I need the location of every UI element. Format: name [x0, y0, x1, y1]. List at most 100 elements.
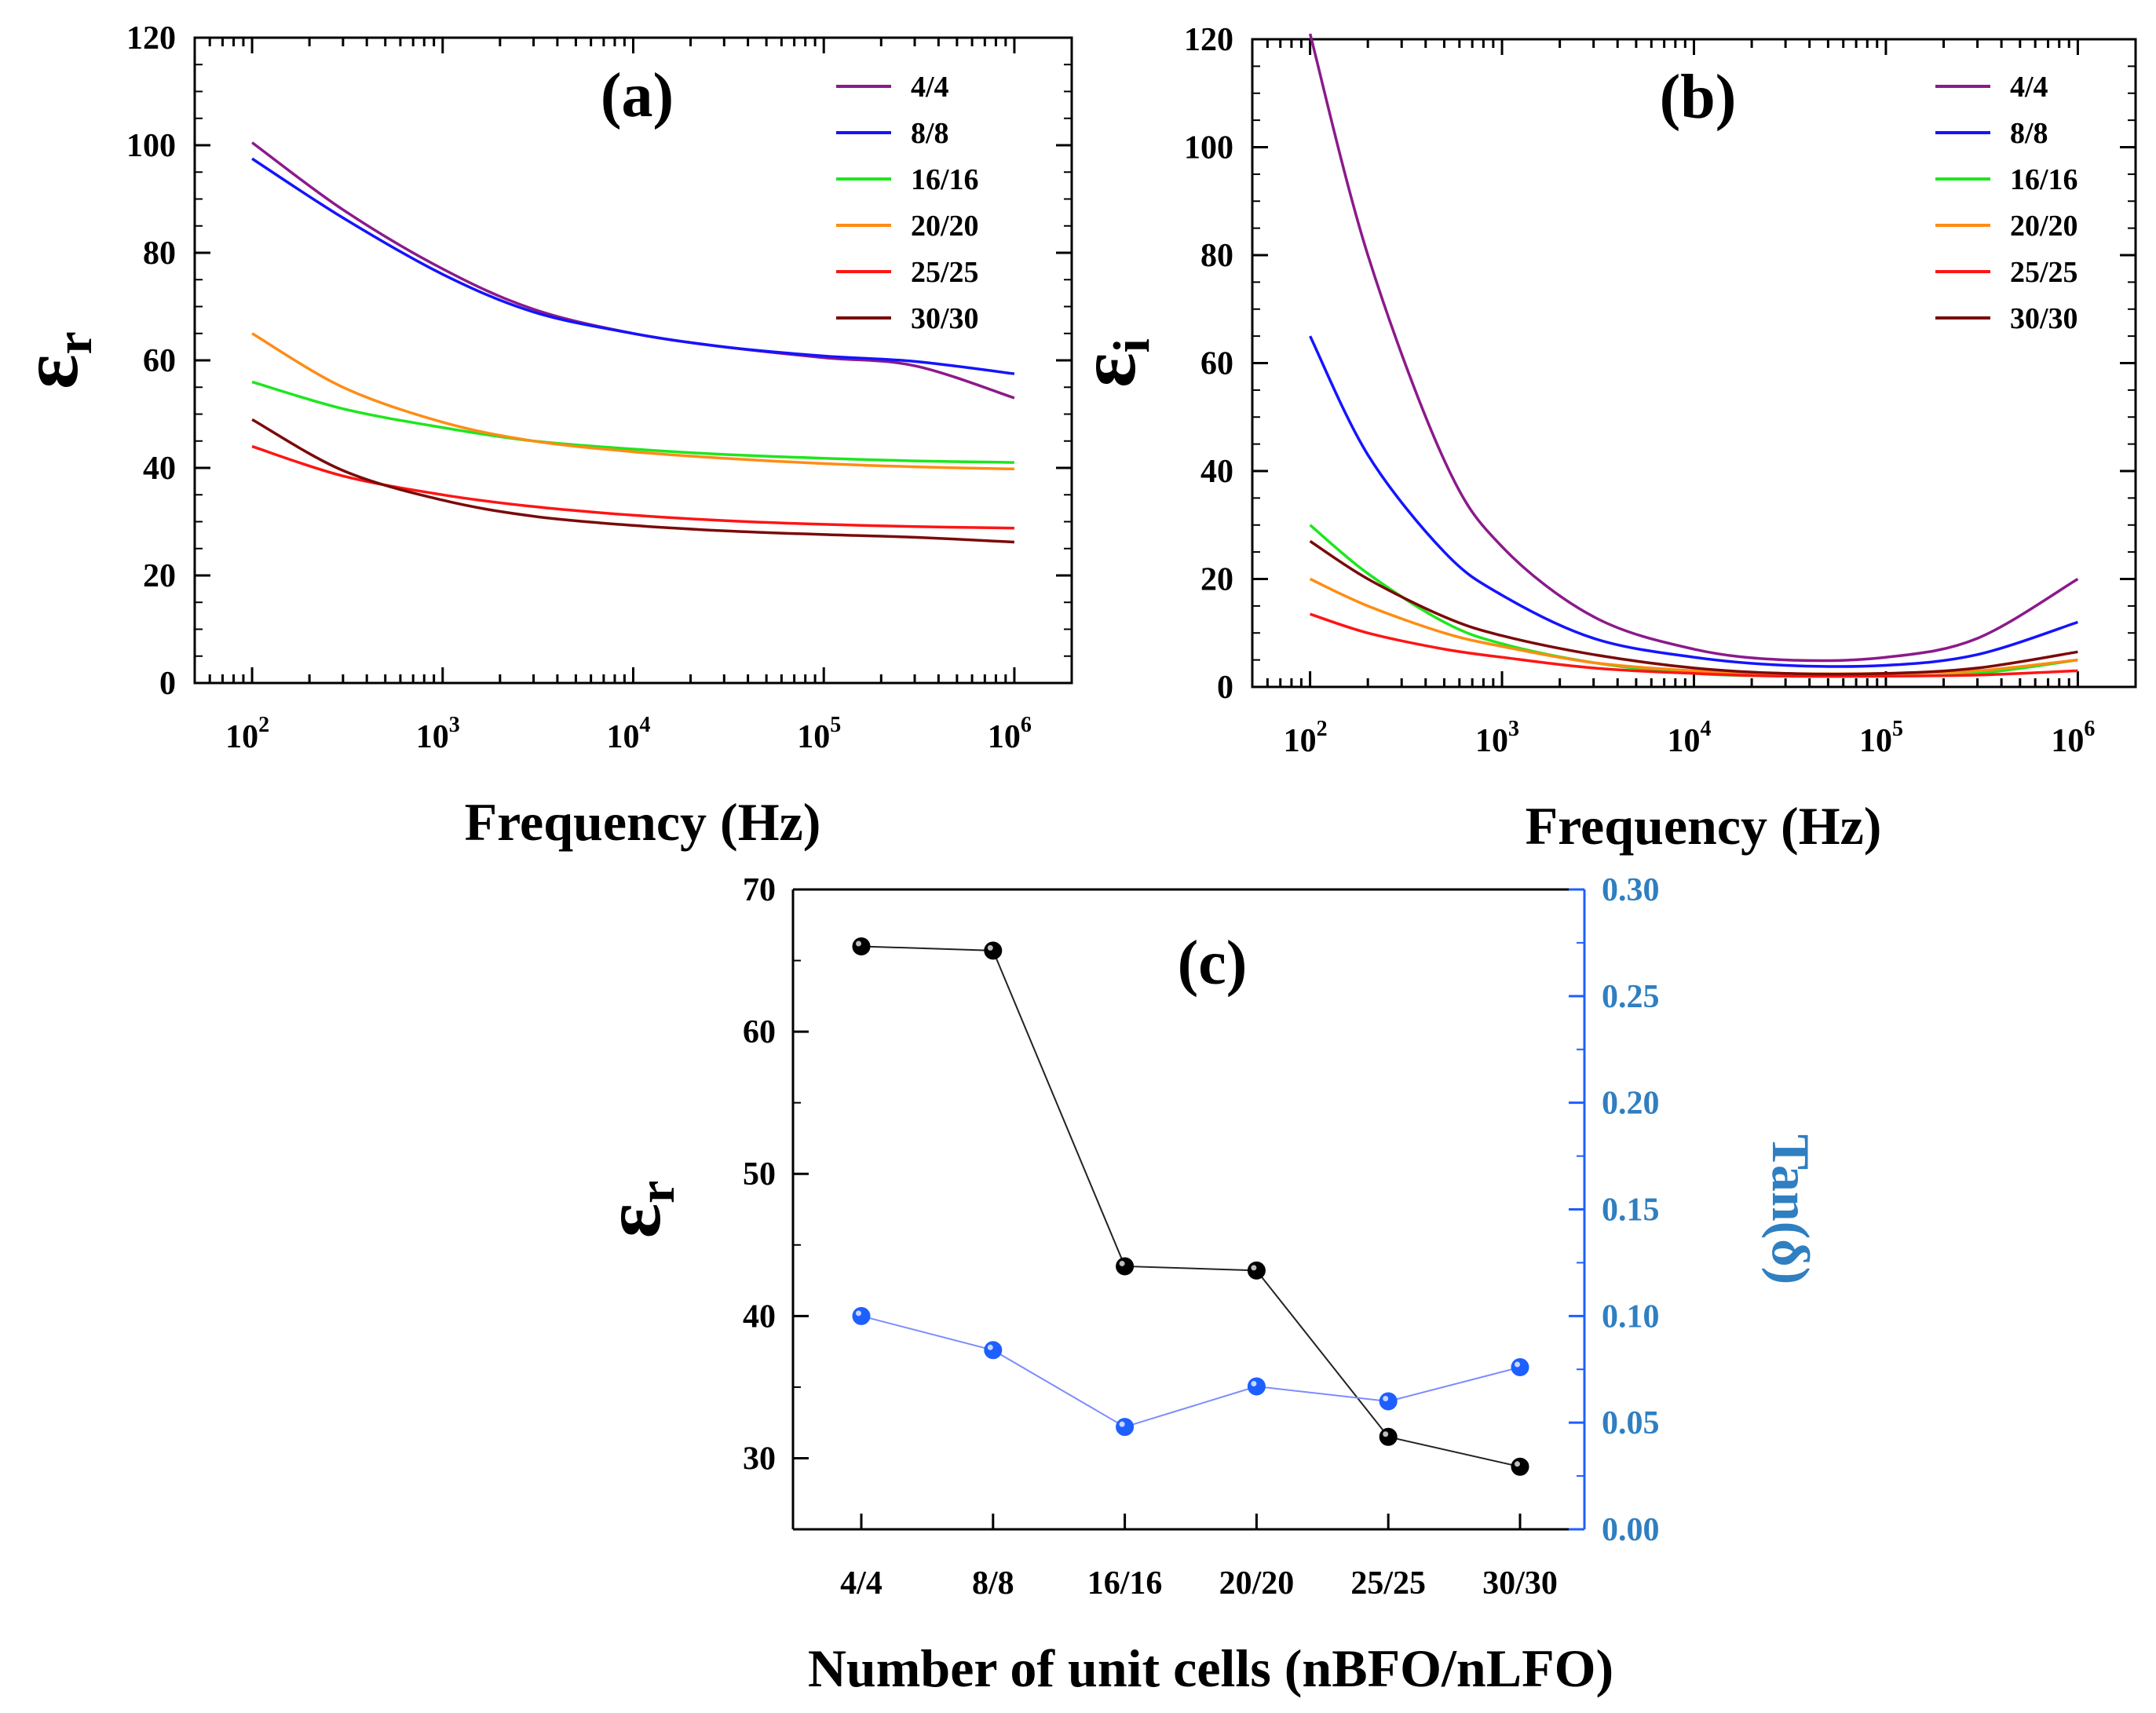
x-tick-base: 10	[988, 719, 1021, 755]
point-highlight	[1383, 1431, 1389, 1437]
right-tick-label: 0.05	[1602, 1405, 1660, 1441]
x-tick-base: 10	[2051, 723, 2084, 759]
y-tick-label: 20	[143, 558, 176, 594]
series-line-16-16	[1309, 524, 2078, 678]
x-tick-label: 30/30	[1482, 1565, 1558, 1602]
er-point-25-25	[1379, 1427, 1398, 1446]
y-axis-title-c: εr	[587, 1181, 685, 1239]
left-tick-label: 40	[743, 1298, 776, 1335]
point-highlight	[1383, 1396, 1389, 1401]
series-line-25-25	[251, 444, 1014, 530]
tan-point-20-20	[1247, 1377, 1266, 1396]
tan-point-30-30	[1511, 1358, 1529, 1377]
point-highlight	[1119, 1260, 1125, 1266]
x-tick-label: 106	[2051, 717, 2095, 759]
x-tick-label: 25/25	[1350, 1565, 1426, 1602]
point-highlight	[1515, 1461, 1520, 1467]
series-line-tan	[861, 1315, 1521, 1428]
y-tick-label: 120	[126, 20, 176, 57]
legend-label: 8/8	[2010, 117, 2048, 150]
x-tick-base: 10	[1475, 723, 1508, 759]
x-tick-base: 10	[797, 719, 830, 755]
x-tick-base: 10	[1284, 723, 1317, 759]
x-tick-label: 106	[988, 713, 1032, 755]
x-tick-base: 10	[1859, 723, 1892, 759]
x-tick-label: 102	[225, 713, 269, 755]
x-tick-exponent: 5	[830, 713, 841, 737]
y-axis-title-b-subscript: i	[1103, 338, 1160, 352]
right-axis-title-c: Tan(δ)	[1761, 1134, 1821, 1285]
x-tick-base: 10	[607, 719, 640, 755]
panel-b-chart: 102 103 104 105 1060204060801001204/48/816/1…	[1062, 22, 2137, 856]
series-line-er	[861, 945, 1521, 1468]
left-tick-label: 50	[743, 1156, 776, 1193]
x-axis-title-b: Frequency (Hz)	[1526, 796, 1882, 856]
series-line-8-8	[1309, 335, 2078, 668]
panel-label-a: (a)	[601, 61, 674, 130]
x-tick-label: 103	[416, 713, 460, 755]
right-tick-label: 0.00	[1602, 1512, 1660, 1548]
y-tick-label: 80	[1200, 238, 1233, 274]
panel-label-b: (b)	[1660, 63, 1737, 132]
x-tick-exponent: 2	[258, 713, 269, 737]
y-axis-title-a-symbol: ε	[5, 354, 95, 389]
y-axis-title-a-subscript: r	[46, 331, 103, 354]
y-tick-label: 100	[1184, 130, 1233, 166]
right-tick-label: 0.10	[1602, 1298, 1660, 1335]
y-tick-label: 40	[143, 451, 176, 487]
point-highlight	[856, 941, 861, 947]
left-tick-label: 70	[743, 872, 776, 908]
legend-label: 20/20	[911, 210, 979, 243]
x-tick-base: 10	[1668, 723, 1701, 759]
x-tick-label: 105	[1859, 717, 1903, 759]
right-tick-label: 0.20	[1602, 1086, 1660, 1122]
y-tick-label: 60	[143, 343, 176, 379]
x-tick-exponent: 3	[1508, 717, 1519, 741]
legend-label: 30/30	[911, 302, 979, 335]
legend-label: 8/8	[911, 117, 949, 150]
tan-point-16-16	[1116, 1418, 1135, 1437]
legend-label: 16/16	[911, 163, 979, 196]
series-line-16-16	[251, 380, 1014, 464]
legend-label: 30/30	[2010, 302, 2078, 335]
x-tick-exponent: 4	[1701, 717, 1712, 741]
er-point-4-4	[852, 937, 871, 955]
left-tick-label: 60	[743, 1014, 776, 1050]
x-axis-title-c: Number of unit cells (nBFO/nLFO)	[808, 1638, 1613, 1698]
x-tick-exponent: 5	[1892, 717, 1903, 741]
panel-c-chart: 30 40 50 60 70 0.00 0.05 0.10 0.15 0.20 0.25 0.30 4/…	[587, 872, 1821, 1698]
left-tick-label: 30	[743, 1441, 776, 1477]
x-tick-label: 104	[1668, 717, 1712, 759]
series-line-20-20	[1309, 577, 2078, 675]
y-axis-title-b: εi	[1062, 338, 1160, 388]
legend-label: 25/25	[911, 256, 979, 289]
panel-label-c: (c)	[1178, 929, 1248, 998]
y-tick-label: 0	[159, 666, 176, 702]
tan-point-4-4	[852, 1306, 871, 1325]
y-axis-title-c-symbol: ε	[587, 1203, 678, 1238]
x-axis-title-a: Frequency (Hz)	[465, 792, 821, 852]
x-tick-label: 103	[1475, 717, 1519, 759]
x-tick-label: 105	[797, 713, 841, 755]
series-line-20-20	[251, 332, 1014, 471]
legend-label: 20/20	[2010, 210, 2078, 243]
point-highlight	[1251, 1380, 1257, 1386]
series-line-8-8	[251, 157, 1015, 375]
series-line-30-30	[251, 418, 1014, 544]
er-point-8-8	[984, 941, 1003, 960]
panel-a-chart: 102 103 104 105 1060204060801001204/48/816/1…	[5, 20, 1073, 852]
right-tick-label: 0.15	[1602, 1193, 1660, 1229]
series-line-30-30	[1309, 539, 2078, 676]
legend-label: 16/16	[2010, 163, 2078, 196]
x-tick-exponent: 6	[1021, 713, 1032, 737]
right-tick-label: 0.25	[1602, 979, 1660, 1015]
y-tick-label: 0	[1217, 670, 1233, 706]
right-tick-label: 0.30	[1602, 872, 1660, 908]
x-tick-label: 16/16	[1087, 1565, 1163, 1602]
x-tick-label: 102	[1284, 717, 1328, 759]
x-tick-label: 20/20	[1219, 1565, 1295, 1602]
y-axis-title-a: εr	[5, 331, 103, 389]
point-highlight	[987, 1344, 993, 1350]
x-tick-exponent: 6	[2084, 717, 2095, 741]
